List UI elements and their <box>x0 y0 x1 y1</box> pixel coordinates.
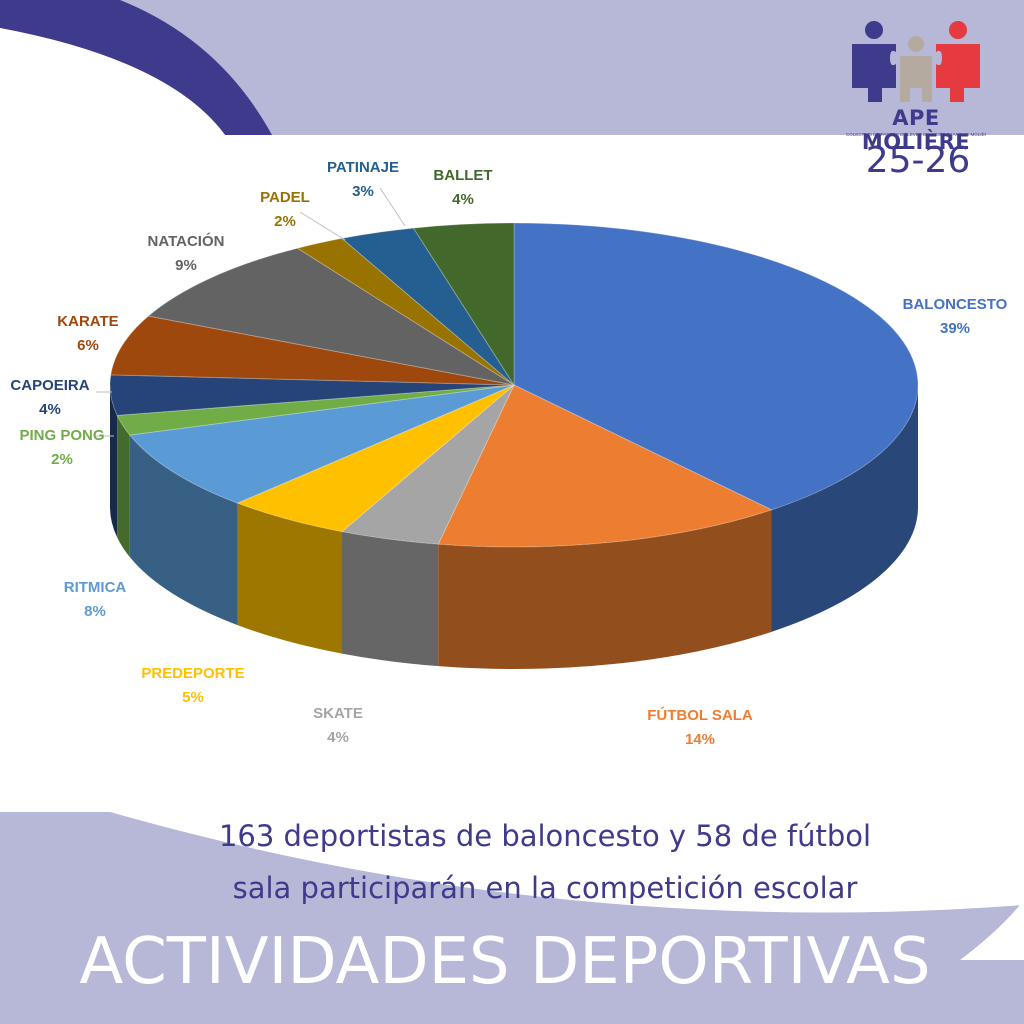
label-name: CAPOEIRA <box>10 377 90 394</box>
label-natacion: NATACIÓN 9% <box>124 230 248 278</box>
pie-slice-skate <box>340 384 515 545</box>
pie-slice-ritmica <box>128 384 515 504</box>
pie-slice-baloncesto <box>513 222 919 511</box>
label-name: PREDEPORTE <box>141 665 245 682</box>
label-ritmica: RITMICA 8% <box>40 576 150 624</box>
label-pct: 4% <box>39 401 61 418</box>
pie-slice-ping-pong <box>116 384 515 436</box>
label-padel: PADEL 2% <box>240 186 330 234</box>
label-name: PADEL <box>260 189 310 206</box>
pie-slice-natación <box>147 247 515 386</box>
label-name: FÚTBOL SALA <box>647 707 753 724</box>
pie-slice-capoeira <box>109 374 515 416</box>
label-futbol-sala: FÚTBOL SALA 14% <box>620 704 780 752</box>
label-pct: 5% <box>182 689 204 706</box>
label-name: SKATE <box>313 705 363 722</box>
pie-side-predeporte <box>237 503 342 654</box>
label-name: BALLET <box>433 167 493 184</box>
label-ballet: BALLET 4% <box>418 164 508 212</box>
label-pct: 4% <box>452 191 474 208</box>
label-pct: 9% <box>175 257 197 274</box>
season-label: 25-26 <box>865 140 971 181</box>
pie-side-skate <box>341 531 439 667</box>
headline: ACTIVIDADES DEPORTIVAS <box>79 925 931 999</box>
caption: 163 deportistas de baloncesto y 58 de fú… <box>110 810 980 914</box>
ape-moliere-logo: APE MOLIÈRE COLECTIVO DE PADRES D'ÉLEVES… <box>846 18 991 154</box>
label-pct: 2% <box>274 213 296 230</box>
label-patinaje: PATINAJE 3% <box>308 156 418 204</box>
label-name: NATACIÓN <box>147 233 225 250</box>
label-name: KARATE <box>57 313 119 330</box>
label-pct: 8% <box>84 603 106 620</box>
caption-line-1: 163 deportistas de baloncesto y 58 de fú… <box>218 819 872 853</box>
label-pct: 4% <box>327 729 349 746</box>
label-skate: SKATE 4% <box>288 702 388 750</box>
pie-slice-ballet <box>412 222 515 387</box>
pie-side-ping-pong <box>117 415 130 558</box>
label-pct: 39% <box>939 320 971 337</box>
pie-side-baloncesto <box>771 385 918 632</box>
label-pct: 2% <box>51 451 73 468</box>
leader-line-patinaje <box>379 187 406 227</box>
leader-line-padel <box>299 211 346 241</box>
label-predeporte: PREDEPORTE 5% <box>128 662 258 710</box>
brand-name: APE MOLIÈRE <box>861 106 971 154</box>
label-ping-pong: PING PONG 2% <box>2 424 122 472</box>
pie-side-capoeira <box>110 385 118 538</box>
pie-side-fútbol-sala <box>438 509 772 669</box>
label-baloncesto: BALONCESTO 39% <box>880 293 1024 341</box>
label-pct: 14% <box>684 731 716 748</box>
brand-tagline: COLECTIVO DE PADRES D'ÉLEVES DU LYCÉE FR… <box>846 132 986 137</box>
label-name: RITMICA <box>63 579 127 596</box>
label-name: PING PONG <box>19 427 105 444</box>
label-karate: KARATE 6% <box>40 310 136 358</box>
label-name: BALONCESTO <box>902 296 1008 313</box>
label-name: PATINAJE <box>327 159 399 176</box>
pie-slice-predeporte <box>236 384 515 533</box>
caption-line-2: sala participarán en la competición esco… <box>232 871 858 905</box>
puzzle-people-icon <box>852 21 980 102</box>
pie-slice-karate <box>110 315 515 386</box>
pie-side-ritmica <box>129 435 238 626</box>
label-pct: 3% <box>352 183 374 200</box>
pie-slice-fútbol-sala <box>437 384 773 548</box>
label-capoeira: CAPOEIRA 4% <box>2 374 98 422</box>
label-pct: 6% <box>77 337 99 354</box>
